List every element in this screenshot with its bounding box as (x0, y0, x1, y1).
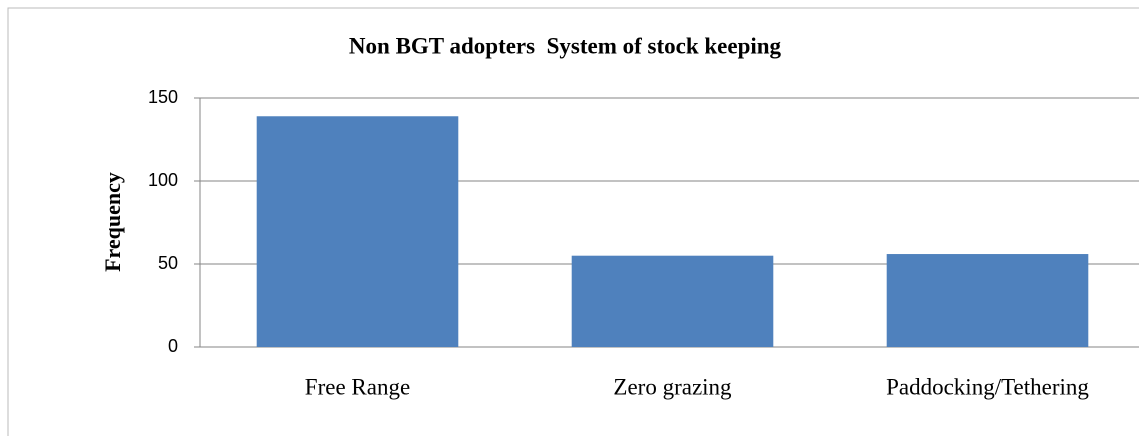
bar (886, 254, 1089, 347)
y-axis-label: Frequency (100, 172, 125, 272)
bar (256, 116, 459, 347)
y-tick-label: 50 (158, 253, 178, 273)
chart-frame (7, 7, 1139, 436)
x-tick-label: Free Range (305, 374, 410, 399)
y-tick-label: 0 (168, 336, 178, 356)
x-tick-label: Paddocking/Tethering (886, 374, 1089, 399)
bar (571, 255, 774, 347)
y-tick-label: 100 (148, 170, 178, 190)
chart-title: Non BGT adopters System of stock keeping (349, 33, 782, 58)
x-tick-label: Zero grazing (613, 374, 732, 399)
y-tick-label: 150 (148, 87, 178, 107)
